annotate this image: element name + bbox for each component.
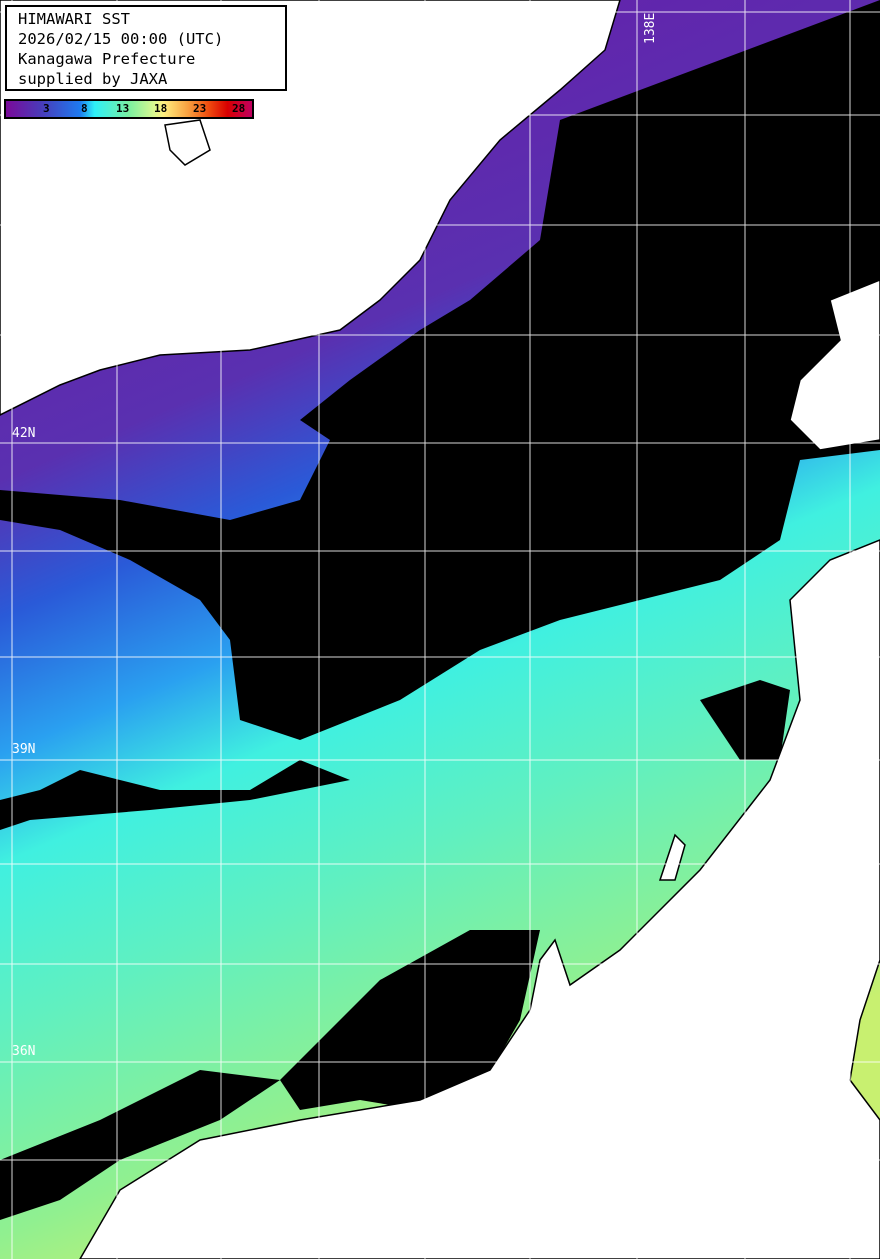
lat-label: 36N — [12, 1044, 36, 1059]
colorbar-tick: 8 — [81, 102, 88, 115]
colorbar-tick: 18 — [154, 102, 168, 115]
lat-label: 39N — [12, 742, 36, 757]
map-datetime: 2026/02/15 00:00 (UTC) — [18, 30, 224, 48]
colorbar-tick: 28 — [232, 102, 246, 115]
land-honshu — [79, 539, 880, 1259]
lat-label: 42N — [12, 426, 36, 441]
map-title: HIMAWARI SST — [18, 10, 130, 28]
colorbar-tick: 13 — [116, 102, 130, 115]
cloud-cover — [0, 0, 880, 1220]
lon-label: 138E — [643, 12, 658, 44]
map-credit: supplied by JAXA — [18, 70, 168, 88]
info-box: HIMAWARI SST 2026/02/15 00:00 (UTC) Kana… — [5, 5, 287, 91]
temperature-colorbar: 3 8 13 18 23 28 — [4, 99, 254, 119]
colorbar-tick: 3 — [43, 102, 50, 115]
land-korea-island — [164, 119, 211, 166]
land-sado-island — [658, 833, 686, 881]
land-hokkaido — [789, 279, 880, 451]
colorbar-tick: 23 — [193, 102, 207, 115]
map-region: Kanagawa Prefecture — [18, 50, 196, 68]
